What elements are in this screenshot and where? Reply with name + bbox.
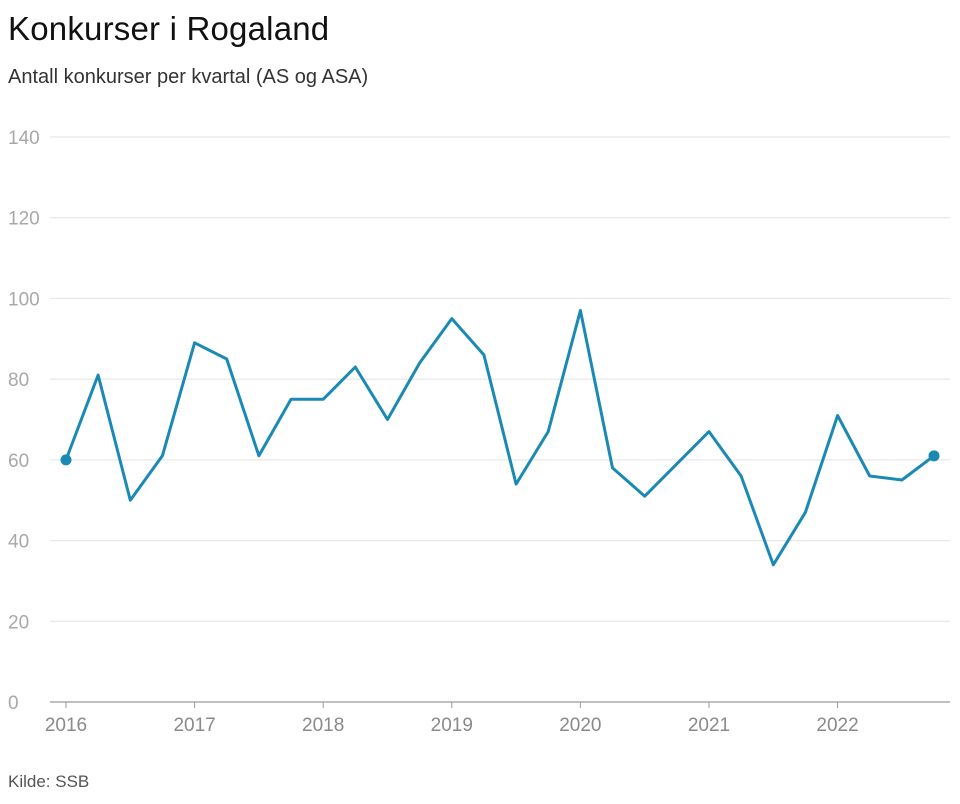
x-tick-label: 2018 bbox=[302, 715, 344, 736]
endpoint-marker bbox=[928, 450, 940, 462]
data-point bbox=[321, 397, 325, 401]
data-point bbox=[578, 309, 582, 313]
data-point bbox=[96, 373, 100, 377]
data-point bbox=[803, 510, 807, 514]
data-point bbox=[836, 413, 840, 417]
endpoint-marker bbox=[60, 454, 72, 466]
series-layer bbox=[60, 309, 940, 567]
data-point bbox=[868, 474, 872, 478]
y-tick-label: 80 bbox=[8, 370, 29, 391]
data-point bbox=[225, 357, 229, 361]
y-tick-label: 120 bbox=[8, 209, 40, 230]
data-point bbox=[675, 462, 679, 466]
data-point bbox=[160, 454, 164, 458]
data-point bbox=[514, 482, 518, 486]
data-point bbox=[385, 418, 389, 422]
data-point bbox=[289, 397, 293, 401]
chart-subtitle: Antall konkurser per kvartal (AS og ASA) bbox=[8, 66, 369, 88]
y-tick-label: 0 bbox=[8, 693, 19, 714]
y-tick-label: 20 bbox=[8, 612, 29, 633]
data-point bbox=[771, 563, 775, 567]
data-point bbox=[707, 430, 711, 434]
gridlines bbox=[50, 136, 950, 703]
data-point bbox=[418, 361, 422, 365]
x-tick-label: 2020 bbox=[559, 715, 601, 736]
data-point bbox=[482, 353, 486, 357]
data-point bbox=[450, 317, 454, 321]
data-point bbox=[546, 430, 550, 434]
source-note: Kilde: SSB bbox=[8, 772, 90, 791]
data-point bbox=[900, 478, 904, 482]
series-line bbox=[64, 309, 936, 567]
data-point bbox=[643, 494, 647, 498]
y-axis-ticks: 0 20 40 60 80 100 120 140 bbox=[8, 128, 40, 714]
y-tick-label: 60 bbox=[8, 451, 29, 472]
chart-title: Konkurser i Rogaland bbox=[8, 10, 330, 47]
data-point bbox=[193, 341, 197, 345]
x-tick-label: 2017 bbox=[173, 715, 215, 736]
data-point bbox=[257, 454, 261, 458]
x-tick-label: 2022 bbox=[816, 715, 858, 736]
y-tick-label: 40 bbox=[8, 532, 29, 553]
data-point bbox=[739, 474, 743, 478]
x-tick-label: 2016 bbox=[45, 715, 87, 736]
x-axis-ticks: 2016 2017 2018 2019 2020 2021 2022 bbox=[45, 702, 859, 736]
data-point bbox=[611, 466, 615, 470]
y-tick-label: 100 bbox=[8, 289, 40, 310]
y-tick-label: 140 bbox=[8, 128, 40, 149]
x-tick-label: 2021 bbox=[688, 715, 730, 736]
x-tick-label: 2019 bbox=[431, 715, 473, 736]
data-point bbox=[128, 498, 132, 502]
data-point bbox=[353, 365, 357, 369]
